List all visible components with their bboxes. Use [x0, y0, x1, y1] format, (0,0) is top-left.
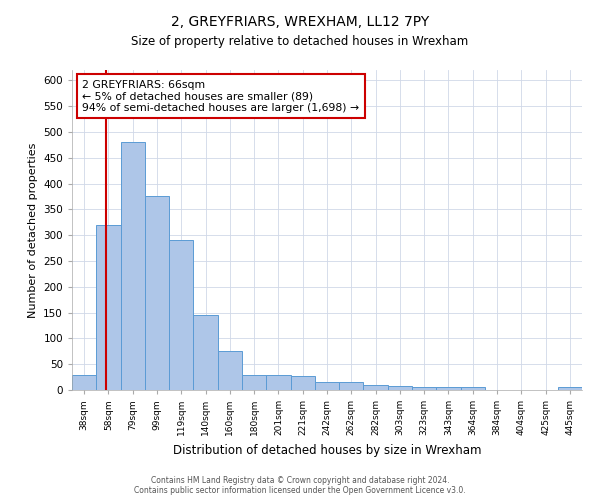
Text: 2 GREYFRIARS: 66sqm
← 5% of detached houses are smaller (89)
94% of semi-detache: 2 GREYFRIARS: 66sqm ← 5% of detached hou… [82, 80, 359, 113]
Bar [169, 240, 193, 390]
Bar [145, 196, 169, 390]
Bar [290, 376, 315, 390]
Bar [339, 382, 364, 390]
Bar [72, 374, 96, 390]
Bar [364, 386, 388, 390]
Bar [242, 374, 266, 390]
Bar [266, 375, 290, 390]
Bar [461, 388, 485, 390]
Bar [388, 386, 412, 390]
Text: 2, GREYFRIARS, WREXHAM, LL12 7PY: 2, GREYFRIARS, WREXHAM, LL12 7PY [171, 15, 429, 29]
Bar [193, 315, 218, 390]
Text: Size of property relative to detached houses in Wrexham: Size of property relative to detached ho… [131, 35, 469, 48]
Bar [96, 225, 121, 390]
Bar [315, 382, 339, 390]
Bar [558, 388, 582, 390]
Text: Contains HM Land Registry data © Crown copyright and database right 2024.
Contai: Contains HM Land Registry data © Crown c… [134, 476, 466, 495]
Bar [436, 388, 461, 390]
Y-axis label: Number of detached properties: Number of detached properties [28, 142, 38, 318]
Bar [121, 142, 145, 390]
X-axis label: Distribution of detached houses by size in Wrexham: Distribution of detached houses by size … [173, 444, 481, 456]
Bar [218, 352, 242, 390]
Bar [412, 387, 436, 390]
